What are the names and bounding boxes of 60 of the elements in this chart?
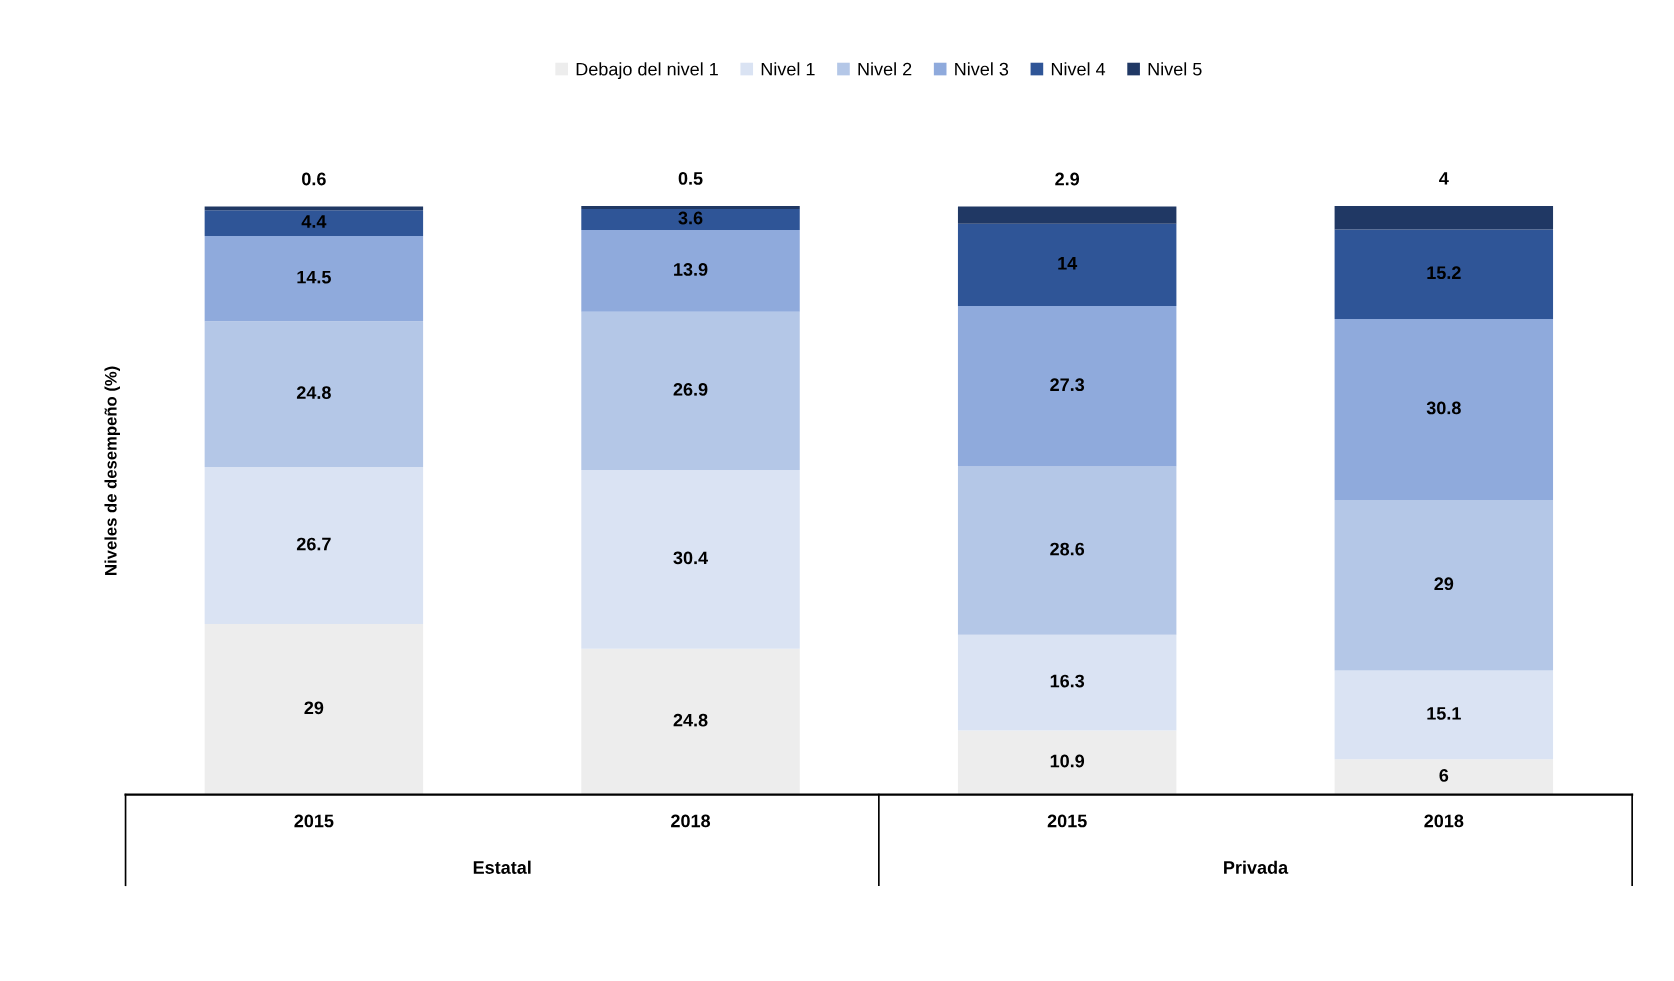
data-label: 24.8 bbox=[673, 713, 708, 727]
x-tick-label: 2015 bbox=[294, 814, 334, 828]
data-label: 4.4 bbox=[301, 215, 327, 228]
data-label: 30.8 bbox=[1426, 401, 1461, 415]
data-label: 15.2 bbox=[1427, 266, 1461, 280]
legend-label: Nivel 1 bbox=[761, 62, 815, 76]
bar bbox=[957, 730, 1177, 795]
text: Estatal bbox=[473, 860, 531, 874]
x-tick-label: 2018 bbox=[671, 814, 711, 828]
bar bbox=[957, 634, 1177, 731]
bar bbox=[581, 311, 800, 471]
bar bbox=[957, 206, 1177, 224]
bar bbox=[581, 208, 800, 231]
data-label: 10.9 bbox=[1050, 754, 1085, 768]
data-label: 26.9 bbox=[673, 383, 708, 396]
bar bbox=[204, 236, 424, 322]
bar bbox=[581, 648, 800, 795]
data-label: 30.4 bbox=[673, 551, 708, 565]
bar bbox=[581, 206, 800, 209]
bar bbox=[957, 223, 1177, 306]
legend-label: Nivel 2 bbox=[858, 62, 912, 76]
data-label: 2.9 bbox=[1055, 172, 1080, 186]
data-label: 3.6 bbox=[678, 211, 703, 225]
data-label: 29 bbox=[1434, 577, 1454, 591]
data-label: 27.3 bbox=[1050, 378, 1085, 392]
x-tick-label: 2018 bbox=[1424, 814, 1464, 828]
data-label: 6 bbox=[1439, 769, 1449, 782]
data-label: 24.8 bbox=[296, 386, 331, 400]
legend-label: Nivel 4 bbox=[1051, 62, 1106, 76]
bar bbox=[581, 470, 800, 649]
bar bbox=[204, 321, 424, 468]
bar bbox=[581, 230, 800, 312]
legend-label: Nivel 3 bbox=[955, 62, 1009, 76]
bar bbox=[204, 467, 424, 625]
legend-label: Nivel 5 bbox=[1148, 62, 1202, 76]
bar bbox=[1334, 206, 1554, 230]
data-label: 4 bbox=[1439, 172, 1449, 185]
bar bbox=[1334, 670, 1554, 760]
data-label: 26.7 bbox=[296, 537, 331, 551]
data-label: 14 bbox=[1058, 257, 1078, 270]
bar bbox=[957, 466, 1177, 635]
data-label: 14.5 bbox=[297, 270, 331, 284]
data-label: 0.5 bbox=[678, 172, 703, 185]
bar bbox=[1334, 500, 1554, 671]
bar bbox=[1334, 759, 1554, 795]
data-label: 29 bbox=[304, 701, 324, 715]
data-label: 0.6 bbox=[302, 172, 326, 186]
text: Privada bbox=[1224, 860, 1289, 874]
bar bbox=[204, 624, 424, 795]
bar bbox=[1334, 318, 1554, 501]
data-label: 16.3 bbox=[1050, 674, 1085, 688]
bar bbox=[204, 210, 424, 236]
legend-label: Debajo del nivel 1 bbox=[576, 62, 718, 80]
data-label: 28.6 bbox=[1050, 542, 1085, 556]
data-label: 15.1 bbox=[1427, 707, 1461, 720]
data-label: 13.9 bbox=[674, 263, 708, 276]
y-axis-title: Niveles de desempeño (%) bbox=[104, 366, 120, 575]
x-tick-label: 2015 bbox=[1047, 814, 1087, 828]
bar bbox=[1334, 229, 1554, 319]
bar bbox=[957, 305, 1177, 467]
